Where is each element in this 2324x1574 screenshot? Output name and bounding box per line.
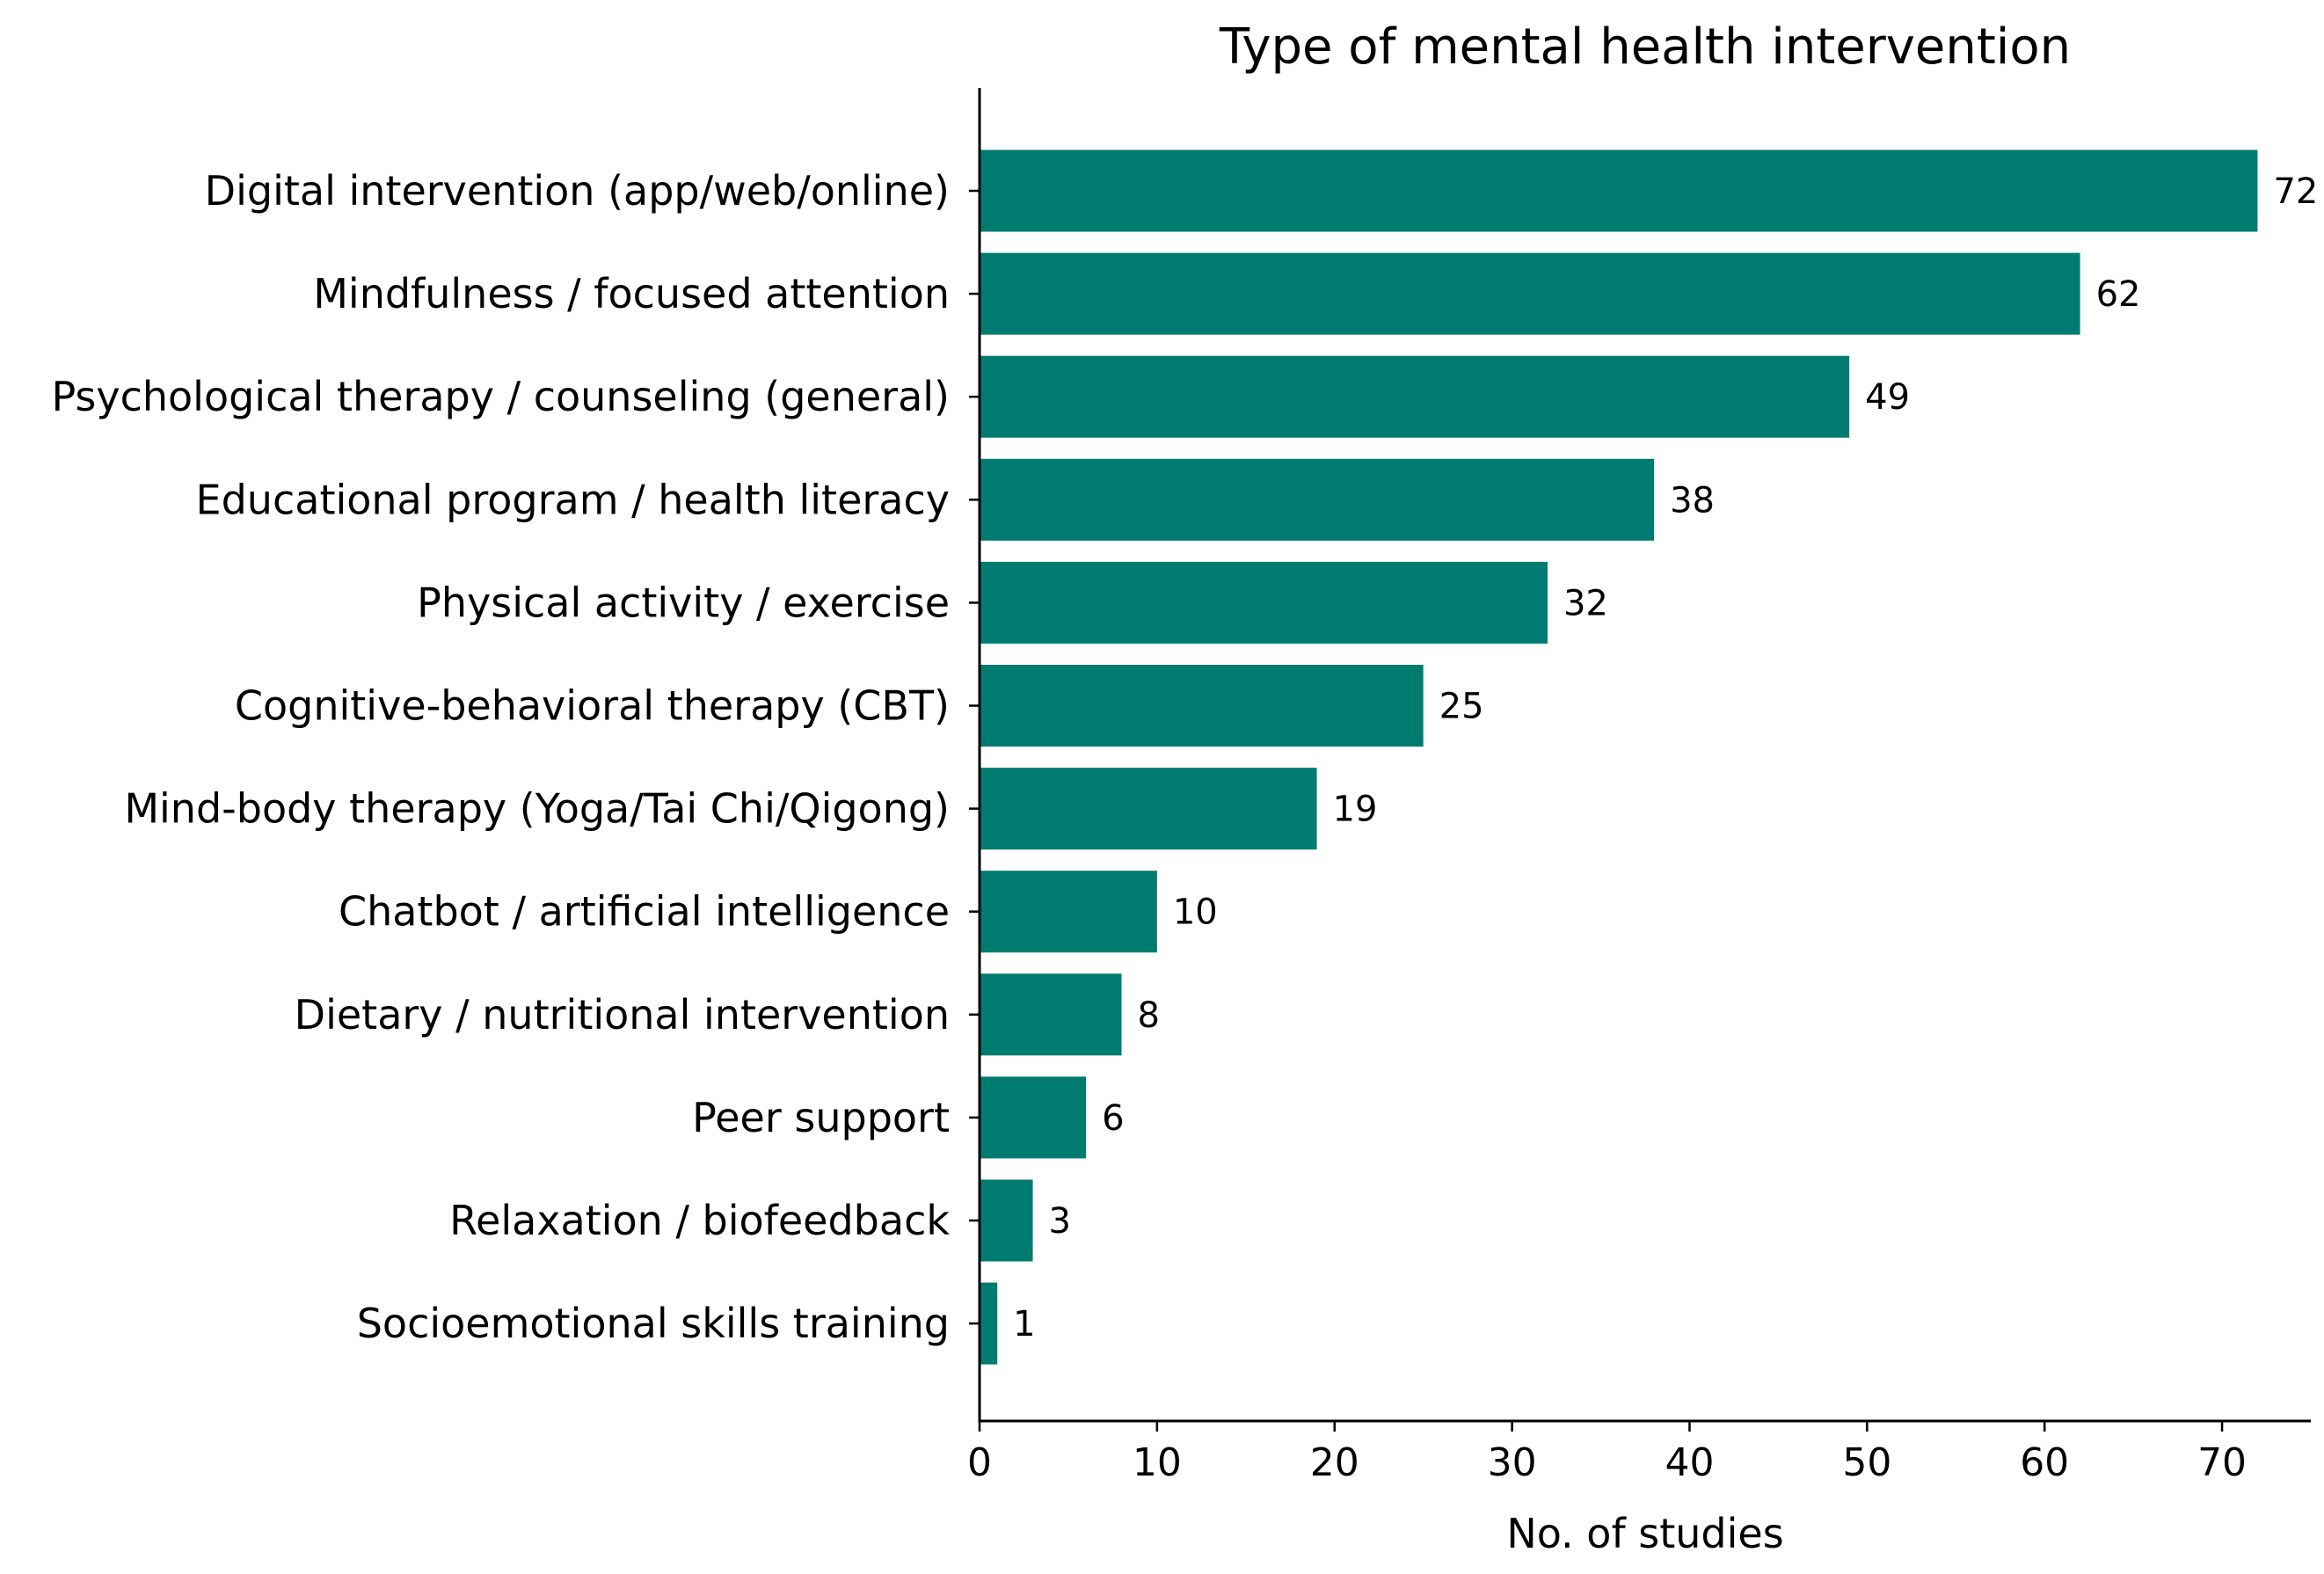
- x-tick-label: 10: [1133, 1440, 1182, 1485]
- bar-value-label: 49: [1865, 377, 1910, 418]
- category-label: Socioemotional skills training: [357, 1300, 950, 1347]
- axes-group: Digital intervention (app/web/online) Min…: [51, 88, 2311, 1485]
- bar-value-label: 6: [1102, 1098, 1124, 1139]
- bar-value-label: 32: [1563, 583, 1608, 623]
- x-tick-label: 30: [1488, 1440, 1537, 1485]
- bar-value-label: 8: [1137, 995, 1159, 1036]
- x-tick-label: 40: [1665, 1440, 1714, 1485]
- category-label: Dietary / nutritional intervention: [295, 991, 950, 1038]
- bar-value-label: 38: [1670, 480, 1715, 521]
- x-axis-label: No. of studies: [1506, 1510, 1783, 1557]
- bar: [980, 355, 1850, 438]
- category-label: Physical activity / exercise: [417, 579, 950, 626]
- category-label: Chatbot / artificial intelligence: [339, 888, 950, 936]
- x-tick-label: 70: [2197, 1440, 2247, 1485]
- x-tick-label: 20: [1310, 1440, 1359, 1485]
- bar: [980, 252, 2080, 335]
- bar-value-label: 3: [1049, 1201, 1071, 1242]
- bar-value-label: 25: [1439, 687, 1484, 727]
- bar-value-label: 1: [1013, 1304, 1035, 1344]
- bar: [980, 561, 1548, 644]
- category-label: Digital intervention (app/web/online): [205, 167, 950, 215]
- bar: [980, 1179, 1033, 1262]
- bar: [980, 1282, 998, 1365]
- bar: [980, 768, 1317, 850]
- bar: [980, 871, 1157, 953]
- category-label: Psychological therapy / counseling (gene…: [51, 373, 950, 420]
- bar: [980, 1076, 1087, 1159]
- bar-value-label: 19: [1333, 790, 1378, 830]
- bars-group: 72 62 49 38 32 25 19 10 8 6 3 1: [980, 149, 2318, 1365]
- bar-value-label: 72: [2273, 171, 2318, 212]
- category-label: Mindfulness / focused attention: [313, 270, 950, 317]
- bar: [980, 458, 1655, 541]
- bar: [980, 665, 1424, 747]
- x-tick-label: 0: [967, 1440, 992, 1485]
- x-tick-label: 60: [2020, 1440, 2069, 1485]
- bar: [980, 973, 1122, 1056]
- bar-value-label: 10: [1173, 893, 1218, 933]
- chart-title: Type of mental health intervention: [1219, 18, 2071, 76]
- category-label: Mind-body therapy (Yoga/Tai Chi/Qigong): [124, 785, 950, 833]
- category-label: Educational program / health literacy: [196, 476, 950, 523]
- category-label: Relaxation / biofeedback: [449, 1197, 950, 1244]
- bar-value-label: 62: [2096, 274, 2141, 315]
- category-label: Peer support: [692, 1094, 950, 1141]
- bar: [980, 149, 2258, 232]
- x-tick-label: 50: [1842, 1440, 1891, 1485]
- category-label: Cognitive-behavioral therapy (CBT): [235, 682, 950, 730]
